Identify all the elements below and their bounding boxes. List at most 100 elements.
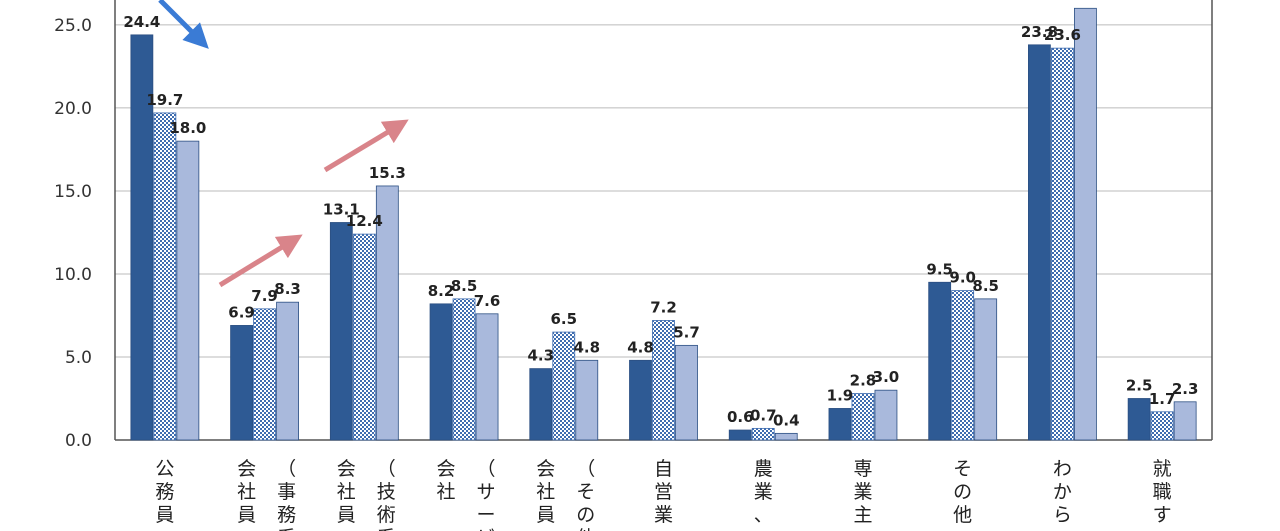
data-label: 5.7 — [673, 323, 700, 341]
category-label-char: 会 — [237, 458, 256, 480]
category-label-char: （ — [477, 458, 496, 480]
bar — [629, 359, 652, 441]
bar — [130, 34, 154, 441]
bar — [329, 222, 353, 441]
bar — [575, 359, 599, 441]
category-label-char: 会 — [337, 458, 356, 480]
category-label-char: 会 — [536, 458, 555, 480]
y-tick-label: 10.0 — [54, 265, 92, 285]
data-label: 1.9 — [827, 386, 854, 404]
category-label-char: か — [1053, 481, 1072, 503]
category-label-char: 社 — [337, 481, 356, 503]
bar — [253, 308, 276, 441]
bar — [974, 298, 998, 441]
y-tick-label: 25.0 — [54, 16, 92, 36]
y-tick-label: 5.0 — [65, 348, 92, 368]
data-label: 9.5 — [926, 260, 953, 278]
category-label-char: 務 — [155, 481, 174, 503]
category-label-char: サ — [477, 481, 496, 503]
data-label: 7.6 — [474, 292, 501, 310]
data-label: 8.5 — [972, 277, 999, 295]
category-label-char: 員 — [237, 504, 256, 526]
bar — [851, 393, 875, 441]
bar — [1028, 44, 1051, 441]
data-label: 4.8 — [573, 338, 600, 356]
up-arrow-icon — [323, 119, 409, 173]
down-arrow-icon — [158, 0, 209, 49]
bar — [1173, 401, 1197, 441]
category-label-char: 営 — [654, 481, 673, 503]
data-label: 1.7 — [1149, 390, 1176, 408]
category-label-char: 事 — [277, 481, 296, 503]
category-label-char: 業 — [853, 481, 872, 503]
bar — [828, 408, 852, 441]
category-label-char: 職 — [1153, 481, 1172, 503]
category-label-char: 系 — [377, 527, 396, 531]
category-label-char: （ — [576, 458, 595, 480]
data-label: 0.4 — [773, 411, 800, 429]
category-label-char: 農 — [754, 458, 773, 480]
data-label: 2.8 — [850, 372, 877, 390]
y-tick-label: 0.0 — [65, 431, 92, 451]
category-label-char: 会 — [437, 458, 456, 480]
bar — [951, 290, 975, 441]
data-label: 24.4 — [123, 13, 160, 31]
y-axis-ticks: 0.0 5.0 10.0 15.0 20.0 25.0 — [54, 16, 92, 451]
bar — [774, 432, 798, 441]
category-label-char: 公 — [155, 458, 174, 480]
category-label-char: そ — [576, 481, 595, 503]
bar — [153, 112, 177, 441]
bar — [552, 331, 576, 441]
bar — [429, 303, 453, 441]
bar — [1150, 411, 1174, 441]
bars — [130, 7, 1197, 441]
bar — [751, 427, 775, 441]
category-label-char: 主 — [853, 504, 872, 526]
data-label: 8.2 — [428, 282, 455, 300]
data-label: 2.3 — [1172, 380, 1199, 398]
data-label: 12.4 — [346, 212, 383, 230]
category-label-char: 専 — [853, 458, 872, 480]
bar — [276, 301, 299, 441]
data-label: 19.7 — [146, 91, 183, 109]
data-label: 4.8 — [627, 338, 654, 356]
bar — [675, 344, 698, 441]
category-label-char: 他 — [953, 504, 972, 526]
category-label-char: 社 — [437, 481, 456, 503]
category-label-char: わ — [1053, 458, 1072, 480]
data-label: 15.3 — [369, 164, 406, 182]
data-label: 23.8 — [1021, 23, 1058, 41]
category-label-char: そ — [953, 458, 972, 480]
data-label: 8.5 — [451, 277, 478, 295]
category-label-char: 社 — [536, 481, 555, 503]
category-label-char: ら — [1053, 504, 1072, 526]
category-label-char: す — [1153, 504, 1172, 526]
data-label: 13.1 — [323, 200, 360, 218]
category-label-char: 業 — [754, 481, 773, 503]
up-arrow-icon — [218, 234, 303, 288]
data-label: 18.0 — [169, 119, 206, 137]
data-label: 9.0 — [949, 269, 976, 287]
data-labels: 24.419.718.06.97.98.313.112.415.38.28.57… — [123, 13, 1198, 429]
y-tick-label: 20.0 — [54, 99, 92, 119]
bar — [176, 140, 200, 441]
data-label: 8.3 — [274, 280, 301, 298]
category-label-char: 他 — [576, 527, 595, 531]
y-tick-label: 15.0 — [54, 182, 92, 202]
data-label: 7.9 — [251, 287, 278, 305]
category-label-char: 務 — [277, 504, 296, 526]
category-label-char: ー — [477, 504, 496, 526]
category-label-char: 術 — [377, 504, 396, 526]
category-label-char: （ — [277, 458, 296, 480]
bar — [1074, 7, 1097, 441]
category-label-char: （ — [377, 458, 396, 480]
bar — [874, 389, 898, 441]
bar — [352, 233, 376, 441]
category-label-char: の — [576, 504, 595, 526]
bar — [230, 325, 253, 441]
data-label: 3.0 — [873, 368, 900, 386]
category-label-char: 自 — [654, 458, 673, 480]
data-label: 23.6 — [1044, 26, 1081, 44]
data-label: 7.2 — [650, 298, 677, 316]
